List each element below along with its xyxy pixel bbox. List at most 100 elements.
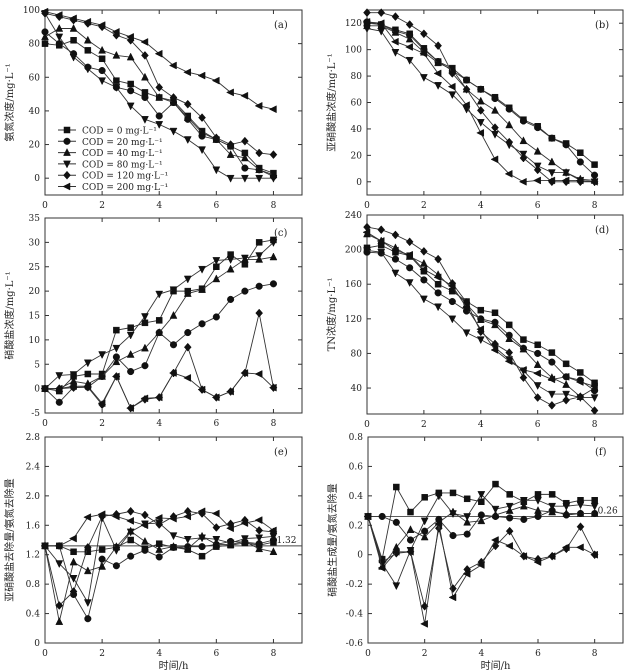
data-point	[476, 315, 485, 323]
x-tick-label: 8	[271, 201, 277, 211]
series-triangle-left	[40, 507, 277, 550]
data-point	[168, 369, 177, 377]
data-point	[434, 492, 443, 501]
series-diamond	[363, 222, 599, 415]
x-tick-label: 2	[99, 419, 105, 429]
data-point	[83, 382, 92, 391]
data-point	[68, 14, 77, 23]
series-line	[367, 516, 595, 624]
data-point	[83, 513, 92, 522]
data-point	[169, 310, 178, 319]
data-point	[463, 495, 471, 503]
data-point	[405, 43, 413, 51]
data-point	[40, 384, 49, 393]
y-tick-label: 40	[351, 384, 363, 394]
x-tick-label: 6	[535, 201, 541, 211]
data-point	[547, 157, 556, 166]
data-point	[534, 491, 542, 498]
data-point	[476, 119, 485, 127]
data-point	[505, 137, 514, 147]
x-tick-label: 8	[592, 649, 598, 659]
data-point	[268, 383, 277, 392]
data-point	[241, 287, 249, 295]
data-point	[169, 532, 178, 541]
data-point	[197, 385, 206, 394]
x-tick-label: 6	[535, 420, 541, 430]
data-point	[591, 497, 598, 504]
data-point	[183, 68, 192, 77]
series-diamond	[364, 512, 599, 611]
y-tick-label: 100	[345, 46, 362, 56]
data-point	[226, 88, 234, 97]
data-point	[533, 558, 542, 566]
series-line	[44, 283, 274, 403]
y-tick-label: 60	[29, 73, 41, 83]
data-point	[577, 149, 584, 156]
data-point	[126, 102, 135, 111]
data-point	[461, 101, 470, 110]
data-point	[127, 368, 135, 376]
data-point	[154, 49, 163, 58]
data-point	[548, 134, 556, 142]
data-point	[491, 510, 500, 519]
data-point	[98, 66, 106, 75]
data-point	[589, 177, 598, 186]
data-point	[141, 116, 149, 124]
data-point	[519, 373, 528, 383]
panel-label: (c)	[274, 228, 288, 239]
data-point	[155, 112, 163, 120]
data-point	[212, 166, 221, 175]
data-point	[141, 362, 149, 370]
data-point	[55, 560, 64, 569]
legend-label: COD = 80 mg·L⁻¹	[82, 160, 163, 170]
data-point	[155, 545, 164, 553]
data-point	[169, 97, 178, 106]
data-point	[83, 359, 92, 368]
y-tick-label: 30	[29, 238, 41, 248]
data-point	[590, 394, 599, 403]
panel-label: (e)	[274, 447, 288, 458]
data-point	[533, 176, 541, 185]
y-tick-label: -0.4	[346, 610, 364, 620]
y-tick-label: 2.0	[26, 492, 41, 502]
y-tick-label: 20	[29, 141, 41, 151]
y-axis-label: 硝酸盐浓度/mg·L⁻¹	[3, 271, 16, 359]
data-point	[590, 502, 599, 511]
data-point	[226, 140, 235, 149]
data-point	[391, 12, 400, 21]
data-point	[97, 399, 106, 408]
data-point	[141, 510, 149, 520]
panel-e: 0 2 4 6 8 0 0.4 0.8 1.2 1.6 2.0 2.4 2.8 亚硝酸盐去除量/氨氮去除量…	[3, 433, 303, 672]
data-point	[126, 506, 135, 516]
data-point	[576, 392, 585, 402]
data-point	[112, 84, 121, 92]
data-point	[376, 19, 385, 28]
data-point	[406, 536, 415, 544]
y-tick-label: 0	[357, 551, 363, 561]
y-tick-label: 2.8	[26, 433, 41, 443]
y-tick-label: 1.2	[26, 551, 40, 561]
y-tick-label: 160	[345, 280, 362, 290]
data-point	[140, 394, 149, 403]
data-point	[198, 128, 206, 137]
data-point	[212, 539, 221, 548]
data-point	[505, 105, 513, 113]
data-point	[183, 136, 192, 145]
series-square	[363, 242, 598, 387]
data-point	[447, 82, 456, 91]
data-point	[561, 543, 570, 552]
x-tick-label: 8	[592, 420, 598, 430]
y-tick-label: 40	[29, 107, 41, 117]
y-tick-label: 0.8	[349, 433, 364, 443]
series-triangle-up	[363, 229, 599, 400]
data-point	[462, 84, 471, 94]
data-point	[183, 536, 192, 544]
data-point	[154, 393, 163, 402]
data-point	[112, 357, 121, 366]
data-point	[69, 575, 78, 583]
data-point	[519, 497, 528, 505]
data-point	[576, 501, 585, 510]
data-point	[419, 258, 428, 267]
data-point	[390, 246, 399, 255]
